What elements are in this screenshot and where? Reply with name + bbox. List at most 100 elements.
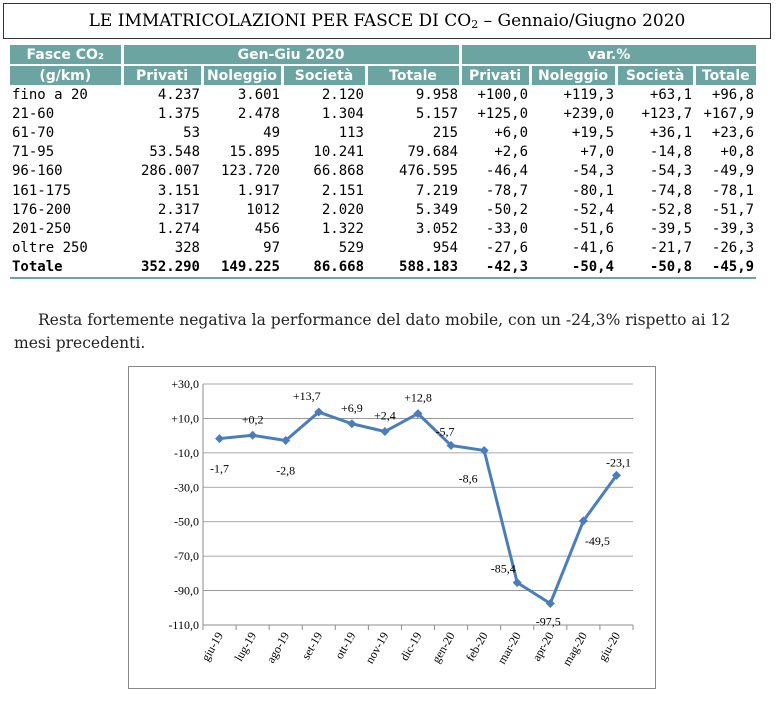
cell: -52,8: [649, 201, 693, 218]
cell: +7,0: [580, 144, 615, 161]
cell: 5.157: [415, 105, 459, 122]
cell: +36,1: [649, 124, 693, 141]
total-cell: -45,9: [694, 257, 757, 279]
data-label: +2,4: [374, 409, 396, 423]
header-group-variation: var.%: [458, 45, 757, 65]
x-tick-label: dic-19: [397, 630, 424, 664]
data-label: +6,9: [341, 401, 363, 415]
cell: 79.684: [407, 144, 459, 161]
commentary-paragraph: Resta fortemente negativa la performance…: [14, 311, 731, 352]
cell: 2.020: [321, 201, 364, 218]
data-label: +12,8: [404, 391, 432, 405]
total-label: Totale: [10, 257, 122, 279]
cell: -39,3: [711, 220, 755, 237]
header-var-noleggio: Noleggio: [528, 64, 617, 85]
cell: -80,1: [571, 182, 615, 199]
x-tick-label: giu-19: [198, 630, 226, 664]
data-label: -1,7: [210, 462, 229, 476]
total-cell: 149.225: [202, 257, 282, 279]
x-tick-label: nov-19: [362, 630, 391, 666]
row-label: oltre 250: [12, 240, 88, 257]
cell: +19,5: [571, 124, 615, 141]
title-rest: – Gennaio/Giugno 2020: [478, 11, 686, 31]
cell: 286.007: [140, 163, 200, 180]
header-group-period: Gen-Giu 2020: [120, 45, 461, 65]
x-tick-label: gen-20: [429, 630, 458, 666]
data-point: [380, 427, 390, 437]
data-point: [248, 430, 258, 440]
co2-registrations-table: Fasce CO₂ Gen-Giu 2020 var.% (g/km) Priv…: [10, 45, 757, 279]
header-co2-band: Fasce CO₂: [10, 45, 122, 65]
data-label: -85,4: [491, 562, 516, 576]
cell: -51,6: [571, 220, 615, 237]
data-point: [413, 409, 423, 419]
cell: -21,7: [649, 240, 693, 257]
data-label: +0,2: [242, 412, 264, 426]
y-tick-label: -30,0: [174, 480, 199, 494]
table-row: 21-60 1.375 2.478 1.304 5.157 +125,0 +239,0 +…: [10, 104, 756, 123]
x-tick-label: mar-20: [494, 630, 523, 667]
cell: -27,6: [485, 240, 529, 257]
cell: -39,5: [649, 220, 693, 237]
cell: 476.595: [399, 163, 459, 180]
data-label: -97,5: [536, 614, 561, 628]
title-subscript: 2: [471, 17, 479, 31]
x-tick-label: apr-20: [529, 630, 557, 664]
title-main: LE IMMATRICOLAZIONI PER FASCE DI CO: [88, 11, 472, 31]
table-row: 201-250 1.274 456 1.322 3.052 -33,0 -51,6 -39…: [10, 219, 756, 238]
total-row: Totale 352.290 149.225 86.668 588.183 -42,3…: [10, 257, 757, 279]
cell: 1012: [246, 201, 280, 218]
cell: +63,1: [649, 86, 693, 103]
table-row: 161-175 3.151 1.917 2.151 7.219 -78,7 -80,1 -…: [10, 181, 756, 200]
cell: 2.478: [237, 105, 280, 122]
cell: 328: [174, 240, 200, 257]
data-point: [215, 434, 225, 444]
total-cell: -50,4: [530, 257, 617, 279]
row-label: 96-160: [12, 163, 63, 180]
cell: 1.322: [321, 220, 364, 237]
cell: 49: [263, 124, 280, 141]
cell: 4.237: [157, 86, 200, 103]
row-label: 21-60: [12, 105, 55, 122]
cell: +6,0: [494, 124, 529, 141]
total-cell: 352.290: [122, 257, 202, 279]
data-label: -23,1: [606, 455, 631, 469]
cell: 113: [338, 124, 364, 141]
cell: 456: [254, 220, 280, 237]
cell: 3.052: [415, 220, 459, 237]
data-label: -5,7: [436, 424, 455, 438]
cell: -78,1: [711, 182, 755, 199]
data-point: [512, 578, 522, 588]
cell: 66.868: [313, 163, 364, 180]
table-row: 176-200 2.317 1012 2.020 5.349 -50,2 -52,4 -5…: [10, 200, 756, 219]
header-var-societa: Società: [614, 64, 695, 85]
data-point: [281, 435, 291, 445]
data-point: [314, 407, 324, 417]
cell: 529: [338, 240, 364, 257]
y-tick-label: +30,0: [171, 377, 199, 391]
cell: -14,8: [649, 144, 693, 161]
data-label: -2,8: [276, 463, 295, 477]
cell: 1.917: [237, 182, 280, 199]
cell: -54,3: [571, 163, 615, 180]
table-row: 96-160 286.007 123.720 66.868 476.595 -46,4…: [10, 162, 756, 181]
cell: +125,0: [477, 105, 529, 122]
cell: 53.548: [149, 144, 200, 161]
cell: 7.219: [415, 182, 459, 199]
x-tick-label: ago-19: [264, 630, 293, 666]
total-cell: -50,8: [616, 257, 695, 279]
line-chart-svg: +30,0 +10,0 -10,0 -30,0 -50,0 -70,0 -90,0 -110,…: [168, 377, 634, 668]
x-tick-label: set-19: [299, 630, 326, 662]
y-tick-label: +10,0: [171, 411, 199, 425]
cell: 215: [432, 124, 459, 141]
row-label: 161-175: [12, 182, 72, 199]
cell: +167,9: [703, 105, 755, 122]
data-label: -49,5: [585, 534, 610, 548]
cell: 2.120: [321, 86, 364, 103]
y-tick-label: -110,0: [168, 618, 199, 632]
total-cell: -42,3: [460, 257, 531, 279]
cell: 954: [432, 240, 459, 257]
cell: 15.895: [229, 144, 280, 161]
cell: +2,6: [494, 144, 529, 161]
data-point: [545, 598, 555, 608]
